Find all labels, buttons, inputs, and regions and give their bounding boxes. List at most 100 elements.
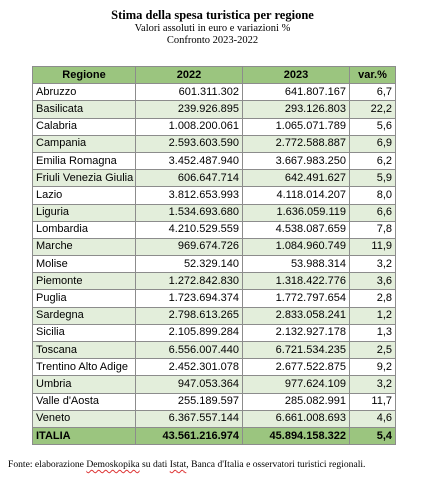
cell-value-2023: 642.491.627 — [242, 169, 350, 188]
table-row: Emilia Romagna 3.452.487.940 3.667.983.250… — [32, 151, 396, 171]
cell-value-2023: 977.624.109 — [242, 375, 350, 394]
cell-value-2023: 2.833.058.241 — [242, 306, 350, 325]
source-istat: Istat — [169, 459, 187, 470]
cell-variation: 11,9 — [349, 237, 396, 257]
cell-variation: 3,6 — [349, 272, 396, 291]
source-suffix: , Banca d'Italia e osservatori turistici… — [186, 459, 366, 470]
cell-value-2023: 4.118.014.207 — [242, 186, 350, 205]
source-demoskopika: Demoskopika — [86, 459, 140, 470]
total-value-2023: 45.894.158.322 — [242, 426, 350, 446]
table-row: Lazio 3.812.653.993 4.118.014.207 8,0 — [32, 186, 396, 205]
cell-region: Lombardia — [32, 220, 136, 239]
table-row: Friuli Venezia Giulia 606.647.714 642.491.… — [32, 169, 396, 188]
cell-variation: 3,2 — [349, 255, 396, 274]
total-variation: 5,4 — [349, 426, 396, 446]
cell-value-2022: 601.311.302 — [135, 83, 243, 102]
cell-value-2022: 1.008.200.061 — [135, 117, 243, 136]
cell-region: Basilicata — [32, 100, 136, 119]
cell-value-2023: 6.661.008.693 — [242, 409, 350, 428]
cell-variation: 2,8 — [349, 289, 396, 308]
cell-region: Trentino Alto Adige — [32, 358, 136, 377]
table-title: Stima della spesa turistica per regione — [111, 8, 314, 22]
cell-variation: 8,0 — [349, 186, 396, 205]
table-row: Piemonte 1.272.842.830 1.318.422.776 3,6 — [32, 272, 396, 291]
cell-value-2022: 255.189.597 — [135, 392, 243, 411]
source-prefix: Fonte: elaborazione — [8, 459, 87, 470]
cell-variation: 6,6 — [349, 203, 396, 222]
cell-region: Marche — [32, 237, 136, 257]
table-row: Valle d'Aosta 255.189.597 285.082.991 11,7 — [32, 392, 396, 411]
table-row: Calabria 1.008.200.061 1.065.071.789 5,6 — [32, 117, 396, 136]
cell-value-2022: 2.593.603.590 — [135, 134, 243, 153]
table-row: Trentino Alto Adige 2.452.301.078 2.677.52… — [32, 358, 396, 377]
cell-region: Calabria — [32, 117, 136, 136]
title-block: Stima della spesa turistica per regione … — [0, 8, 425, 47]
cell-value-2022: 6.556.007.440 — [135, 340, 243, 360]
table-row: Sicilia 2.105.899.284 2.132.927.178 1,3 — [32, 323, 396, 343]
cell-value-2023: 3.667.983.250 — [242, 151, 350, 171]
table-subtitle-comparison: Confronto 2023-2022 — [166, 35, 259, 46]
cell-region: Abruzzo — [32, 83, 136, 102]
cell-value-2023: 2.772.588.887 — [242, 134, 350, 153]
cell-region: Toscana — [32, 340, 136, 360]
table-row: Sardegna 2.798.613.265 2.833.058.241 1,2 — [32, 306, 396, 325]
cell-region: Piemonte — [32, 272, 136, 291]
table-subtitle-units: Valori assoluti in euro e variazioni % — [134, 23, 291, 34]
cell-value-2022: 3.812.653.993 — [135, 186, 243, 205]
header-2023: 2023 — [242, 65, 350, 85]
cell-value-2022: 6.367.557.144 — [135, 409, 243, 428]
cell-value-2022: 239.926.895 — [135, 100, 243, 119]
cell-region: Liguria — [32, 203, 136, 222]
header-2022: 2022 — [135, 65, 243, 85]
cell-region: Friuli Venezia Giulia — [32, 169, 136, 188]
cell-value-2022: 2.105.899.284 — [135, 323, 243, 343]
header-region: Regione — [32, 65, 136, 85]
cell-region: Campania — [32, 134, 136, 153]
cell-value-2023: 4.538.087.659 — [242, 220, 350, 239]
cell-region: Puglia — [32, 289, 136, 308]
cell-region: Emilia Romagna — [32, 151, 136, 171]
cell-value-2022: 969.674.726 — [135, 237, 243, 257]
header-variation: var.% — [349, 65, 396, 85]
cell-value-2023: 1.318.422.776 — [242, 272, 350, 291]
table-header-row: Regione 2022 2023 var.% — [32, 65, 396, 85]
cell-variation: 1,3 — [349, 323, 396, 343]
table-row: Veneto 6.367.557.144 6.661.008.693 4,6 — [32, 409, 396, 428]
cell-value-2022: 1.272.842.830 — [135, 272, 243, 291]
cell-variation: 5,9 — [349, 169, 396, 188]
cell-variation: 7,8 — [349, 220, 396, 239]
cell-value-2023: 1.065.071.789 — [242, 117, 350, 136]
source-middle: su dati — [139, 459, 170, 470]
cell-value-2023: 641.807.167 — [242, 83, 350, 102]
cell-variation: 3,2 — [349, 375, 396, 394]
cell-variation: 1,2 — [349, 306, 396, 325]
total-region: ITALIA — [32, 426, 136, 446]
table-row: Marche 969.674.726 1.084.960.749 11,9 — [32, 237, 396, 257]
table-row: Puglia 1.723.694.374 1.772.797.654 2,8 — [32, 289, 396, 308]
cell-region: Molise — [32, 255, 136, 274]
table-row: Basilicata 239.926.895 293.126.803 22,2 — [32, 100, 396, 119]
table-row: Toscana 6.556.007.440 6.721.534.235 2,5 — [32, 340, 396, 360]
cell-value-2023: 2.132.927.178 — [242, 323, 350, 343]
cell-value-2022: 4.210.529.559 — [135, 220, 243, 239]
cell-value-2022: 52.329.140 — [135, 255, 243, 274]
table-row: Molise 52.329.140 53.988.314 3,2 — [32, 255, 396, 274]
cell-value-2023: 53.988.314 — [242, 255, 350, 274]
total-value-2022: 43.561.216.974 — [135, 426, 243, 446]
table-row: Umbria 947.053.364 977.624.109 3,2 — [32, 375, 396, 394]
table-row: Liguria 1.534.693.680 1.636.059.119 6,6 — [32, 203, 396, 222]
table-row: Campania 2.593.603.590 2.772.588.887 6,9 — [32, 134, 396, 153]
cell-region: Veneto — [32, 409, 136, 428]
cell-variation: 9,2 — [349, 358, 396, 377]
cell-variation: 4,6 — [349, 409, 396, 428]
cell-region: Sicilia — [32, 323, 136, 343]
cell-value-2022: 606.647.714 — [135, 169, 243, 188]
cell-variation: 6,7 — [349, 83, 396, 102]
cell-region: Valle d'Aosta — [32, 392, 136, 411]
cell-value-2022: 947.053.364 — [135, 375, 243, 394]
cell-value-2022: 3.452.487.940 — [135, 151, 243, 171]
cell-value-2023: 6.721.534.235 — [242, 340, 350, 360]
table-total-row: ITALIA 43.561.216.974 45.894.158.322 5,4 — [32, 426, 396, 446]
cell-value-2022: 1.534.693.680 — [135, 203, 243, 222]
cell-value-2023: 1.772.797.654 — [242, 289, 350, 308]
